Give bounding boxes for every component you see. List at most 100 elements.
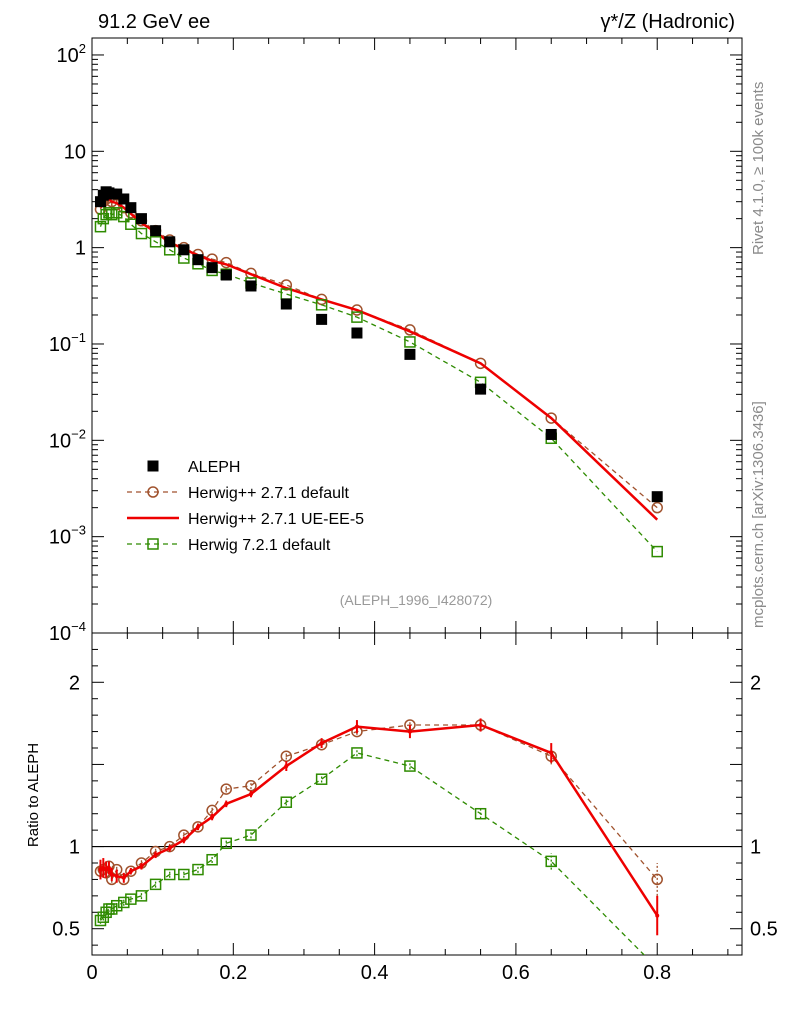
analysis-id-label: (ALEPH_1996_I428072) xyxy=(340,592,493,608)
ratio-point-herwig-7-2-1-default xyxy=(149,878,162,891)
ratio-point-herwig-2-7-1-ue-ee-5 xyxy=(248,792,253,796)
ratio-point-herwig-2-7-1-ue-ee-5 xyxy=(181,838,186,842)
ratio-ytick-label: 1 xyxy=(69,837,80,859)
main-point-aleph xyxy=(475,383,487,395)
ratio-point-herwig-2-7-1-ue-ee-5 xyxy=(114,874,119,879)
main-series-group xyxy=(94,186,663,558)
main-point-aleph xyxy=(135,213,147,225)
legend-marker-herwig-7-2-1-default xyxy=(147,538,159,550)
ratio-point-herwig-2-7-1-ue-ee-5 xyxy=(478,723,483,727)
process-label: γ*/Z (Hadronic) xyxy=(601,11,735,33)
ratio-xtick-label: 0.4 xyxy=(361,962,389,984)
ratio-point-herwig-7-2-1-default xyxy=(545,855,557,868)
ratio-ytick-label-right: 1 xyxy=(750,837,761,859)
ratio-point-herwig-7-2-1-default xyxy=(178,868,190,881)
main-ytick-label: 10 xyxy=(64,141,86,163)
main-point-aleph xyxy=(351,327,363,339)
ratio-point-herwig-2-7-1-default xyxy=(245,780,257,792)
ratio-point-herwig-2-7-1-default xyxy=(192,821,204,833)
ratio-point-herwig-2-7-1-ue-ee-5 xyxy=(319,741,324,746)
ratio-point-herwig-2-7-1-ue-ee-5 xyxy=(224,801,229,806)
ratio-ytick-label: 2 xyxy=(69,672,80,694)
ratio-point-herwig-2-7-1-ue-ee-5 xyxy=(121,875,126,880)
main-point-aleph xyxy=(94,196,106,208)
main-point-aleph xyxy=(150,225,162,237)
ratio-plot-panel: 0.5 0.5 1 1 2 2 0 0.2 0.4 0.6 0.8 xyxy=(52,632,778,984)
ratio-point-herwig-7-2-1-default xyxy=(474,807,487,820)
ratio-line-herwig-7-2-1-default xyxy=(99,752,646,955)
ratio-point-herwig-7-2-1-default xyxy=(163,868,176,881)
ratio-ytick-label: 0.5 xyxy=(52,919,80,941)
main-point-aleph xyxy=(220,269,232,281)
ratio-xtick-label: 0 xyxy=(86,962,97,984)
main-line-herwig-2-7-1-default xyxy=(99,196,658,509)
rivet-version-label: Rivet 4.1.0, ≥ 100k events xyxy=(750,82,767,255)
main-ytick-label: 102 xyxy=(57,41,86,67)
legend-label-herwig-2-7-1-default: Herwig++ 2.7.1 default xyxy=(188,485,350,502)
main-point-herwig-7-2-1-default xyxy=(149,236,162,248)
ratio-point-herwig-7-2-1-default xyxy=(220,837,232,850)
main-point-herwig-2-7-1-default xyxy=(351,304,363,316)
ratio-line-herwig-2-7-1-default xyxy=(100,724,658,882)
ratio-point-herwig-7-2-1-default xyxy=(280,796,293,808)
ratio-point-herwig-7-2-1-default xyxy=(404,760,416,772)
ratio-point-herwig-2-7-1-ue-ee-5 xyxy=(210,815,215,819)
legend-label-herwig-2-7-1-ue-ee-5: Herwig++ 2.7.1 UE-EE-5 xyxy=(188,511,364,528)
ratio-point-herwig-7-2-1-default xyxy=(245,829,257,841)
main-point-herwig-7-2-1-default xyxy=(315,299,328,311)
ratio-point-herwig-2-7-1-default xyxy=(125,865,137,877)
main-point-herwig-2-7-1-default xyxy=(545,412,557,424)
energy-label: 91.2 GeV ee xyxy=(98,11,210,33)
main-point-herwig-7-2-1-default xyxy=(125,218,137,230)
ratio-point-herwig-2-7-1-ue-ee-5 xyxy=(128,869,133,874)
ratio-point-herwig-7-2-1-default xyxy=(206,853,218,866)
main-point-herwig-7-2-1-default xyxy=(404,336,416,348)
ratio-point-herwig-7-2-1-default xyxy=(351,747,363,759)
main-plot-panel: 10−4 10−3 10−2 10−1 1 10 102 xyxy=(49,37,743,645)
main-point-aleph xyxy=(545,428,557,440)
mcplots-label: mcplots.cern.ch [arXiv:1306.3436] xyxy=(750,401,767,628)
legend-label-aleph: ALEPH xyxy=(188,459,240,476)
main-point-herwig-2-7-1-default xyxy=(651,501,663,514)
ratio-ytick-label-right: 2 xyxy=(750,672,761,694)
main-point-aleph xyxy=(404,348,416,360)
main-point-herwig-2-7-1-default xyxy=(474,357,487,370)
main-point-aleph xyxy=(316,313,328,325)
main-point-aleph xyxy=(125,202,137,214)
ratio-point-herwig-2-7-1-ue-ee-5 xyxy=(354,724,359,729)
main-ytick-label: 10−2 xyxy=(49,426,86,452)
main-point-herwig-7-2-1-default xyxy=(651,545,663,558)
main-ytick-label: 1 xyxy=(75,238,86,260)
main-point-aleph xyxy=(245,280,257,292)
main-point-aleph xyxy=(206,262,218,274)
ratio-point-herwig-2-7-1-default xyxy=(220,783,232,795)
legend-marker-aleph xyxy=(147,460,159,472)
main-point-aleph xyxy=(280,298,292,310)
main-point-herwig-7-2-1-default xyxy=(135,227,148,240)
ratio-point-herwig-2-7-1-ue-ee-5 xyxy=(139,864,144,869)
legend: ALEPH Herwig++ 2.7.1 default Herwig++ 2.7.… xyxy=(127,459,364,554)
ratio-ylabel: Ratio to ALEPH xyxy=(25,743,42,847)
main-point-herwig-7-2-1-default xyxy=(94,220,107,233)
ratio-ytick-label-right: 0.5 xyxy=(750,919,778,941)
ratio-point-herwig-2-7-1-ue-ee-5 xyxy=(655,913,660,918)
ratio-xtick-label: 0.2 xyxy=(219,962,247,984)
ratio-point-herwig-2-7-1-ue-ee-5 xyxy=(106,865,111,870)
legend-label-herwig-7-2-1-default: Herwig 7.2.1 default xyxy=(188,537,331,554)
ratio-point-herwig-2-7-1-default xyxy=(651,873,663,886)
main-point-aleph xyxy=(118,193,130,205)
ratio-point-herwig-7-2-1-default xyxy=(110,899,123,912)
ratio-frame xyxy=(91,632,743,956)
ratio-series-group xyxy=(94,718,663,955)
main-point-herwig-7-2-1-default xyxy=(351,311,363,323)
ratio-xtick-label: 0.6 xyxy=(502,962,530,984)
ratio-point-herwig-7-2-1-default xyxy=(118,896,130,909)
legend-marker-herwig-2-7-1-default xyxy=(147,486,159,498)
main-point-aleph xyxy=(192,254,204,266)
main-point-herwig-7-2-1-default xyxy=(110,207,123,219)
ratio-point-herwig-2-7-1-ue-ee-5 xyxy=(549,750,554,755)
main-point-aleph xyxy=(164,236,176,248)
main-point-aleph xyxy=(651,491,663,503)
ratio-point-herwig-2-7-1-ue-ee-5 xyxy=(284,764,289,769)
